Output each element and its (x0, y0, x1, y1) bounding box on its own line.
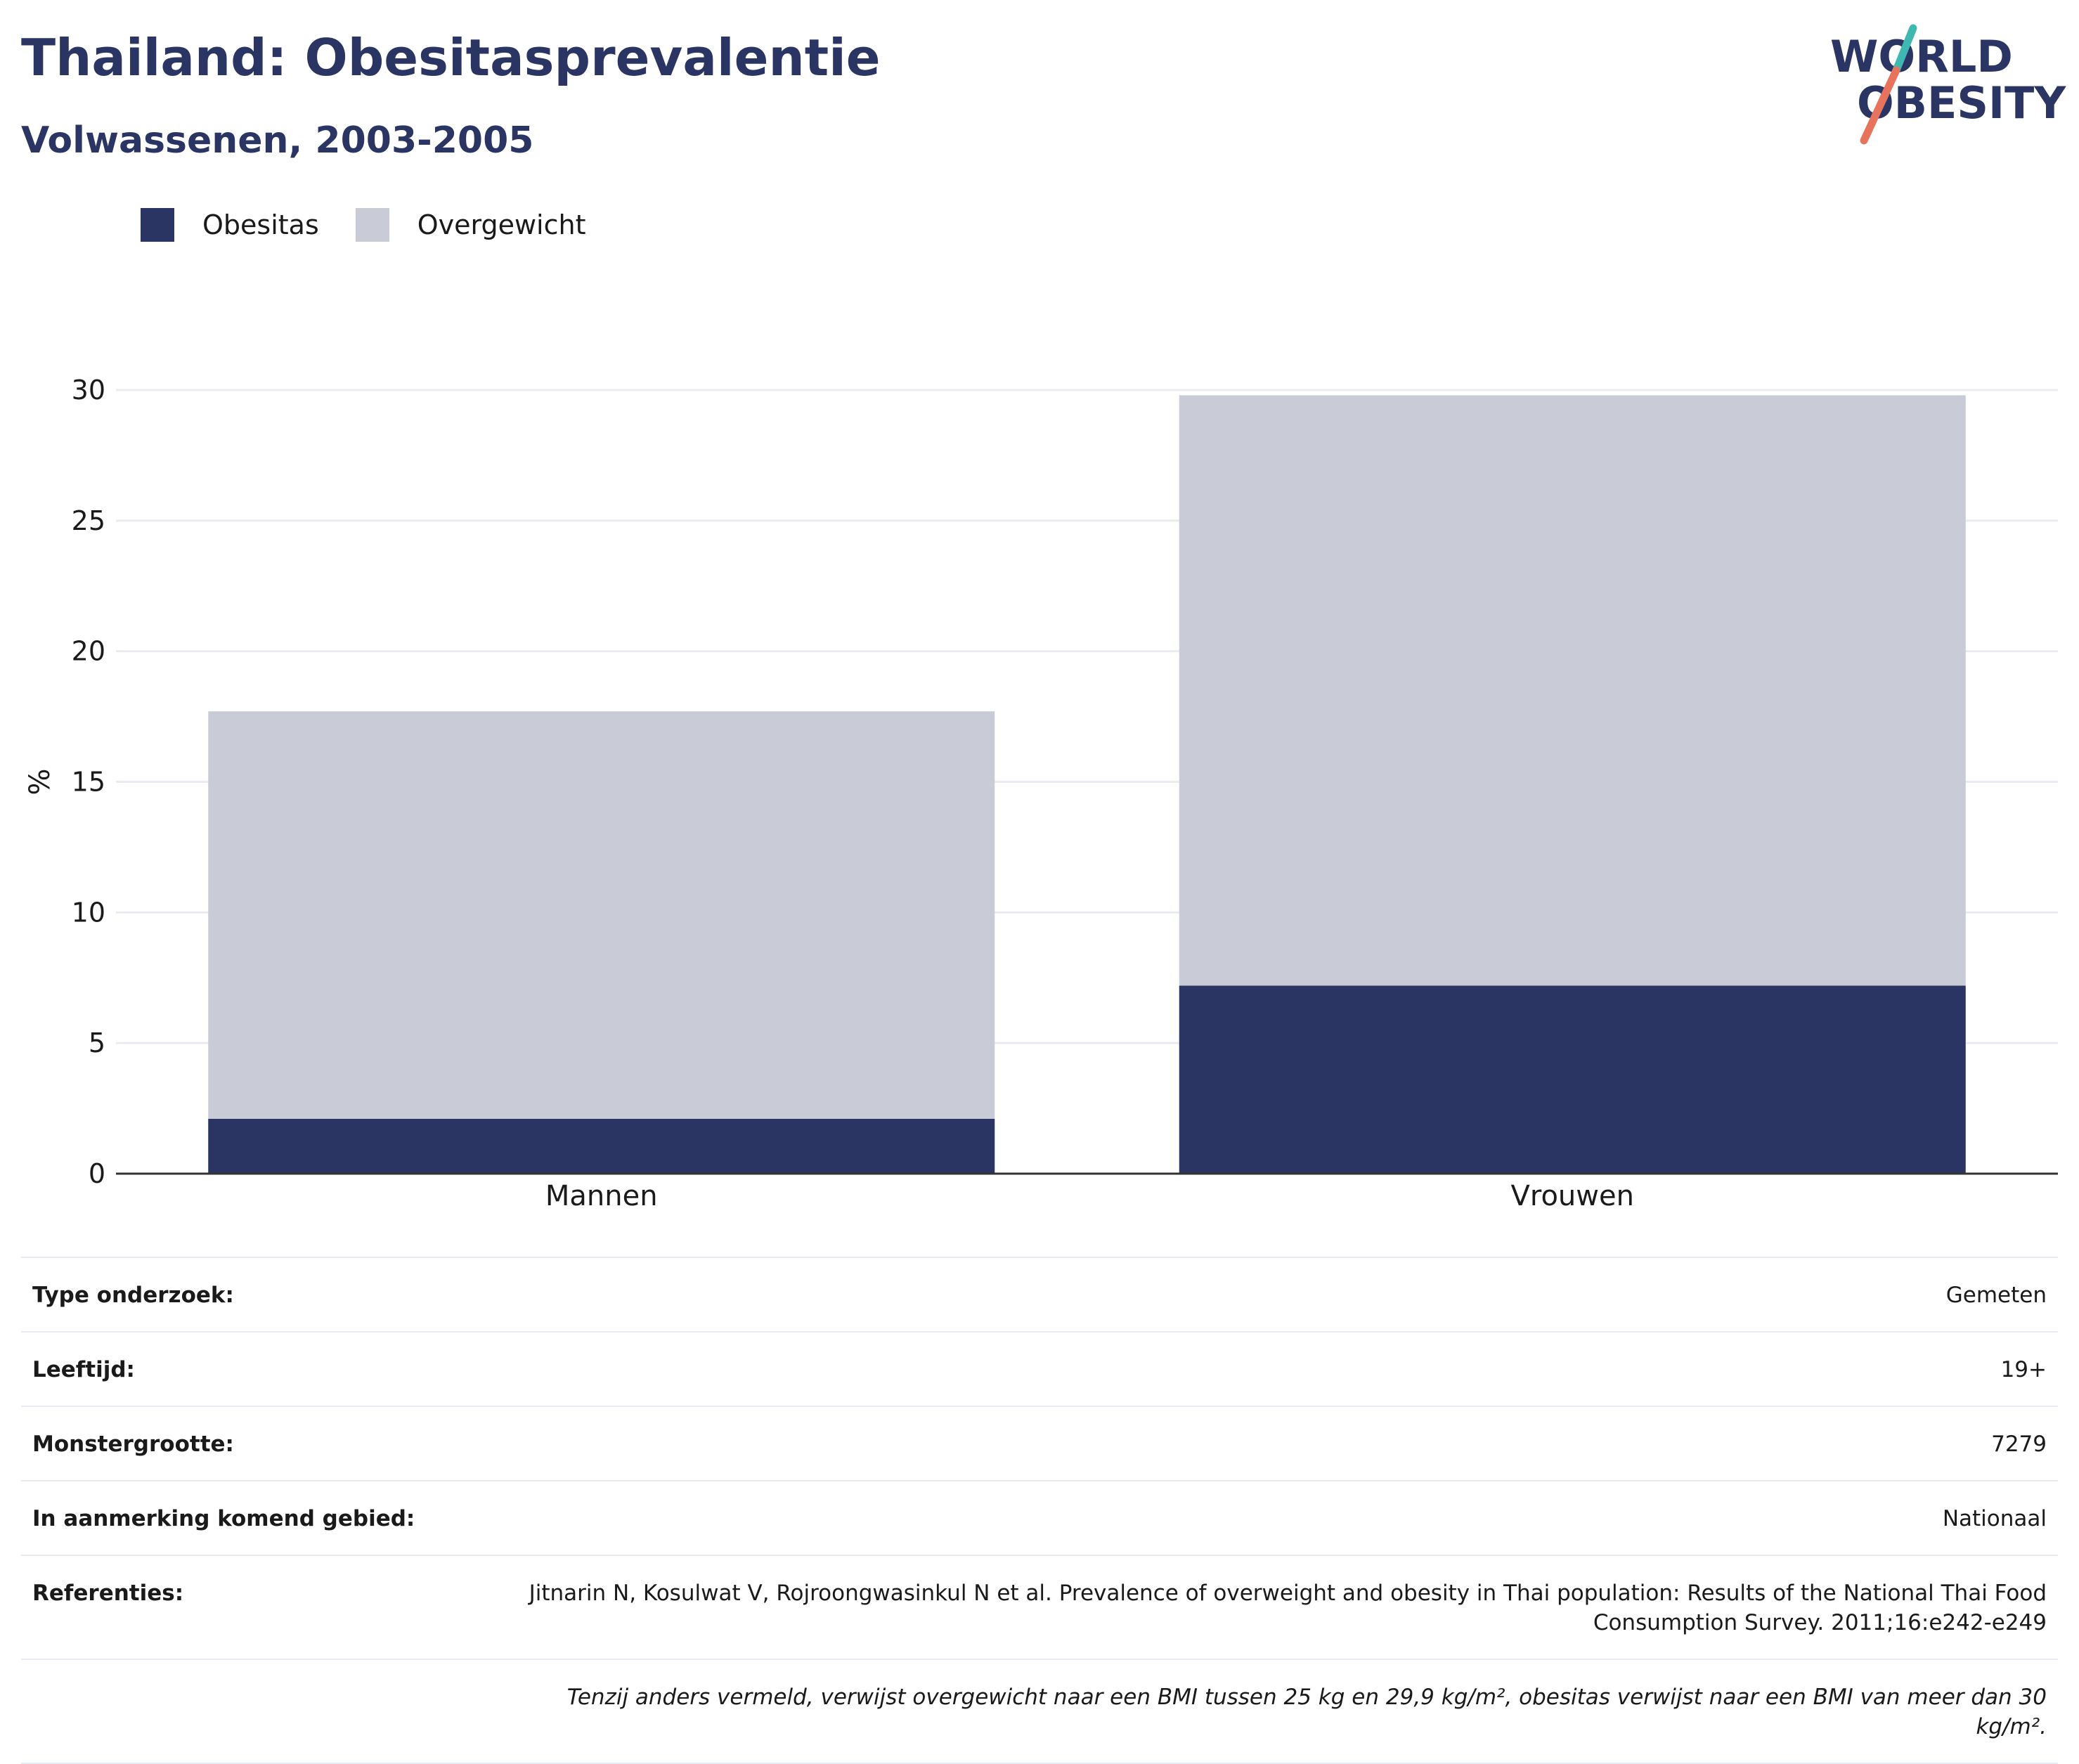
y-tick-label: 25 (72, 505, 105, 536)
bar-obesitas-vrouwen (1179, 985, 1966, 1174)
bar-overgewicht-mannen (208, 711, 995, 1119)
logo-line-world: WORLD (1830, 31, 2013, 82)
x-tick-label: Mannen (545, 1180, 658, 1212)
details-label: In aanmerking komend gebied: (32, 1506, 415, 1531)
y-tick-label: 5 (89, 1027, 105, 1058)
details-value: Nationaal (1942, 1506, 2047, 1531)
legend-label-overgewicht: Overgewicht (417, 209, 586, 240)
details-row-monstergrootte: Monstergrootte: 7279 (21, 1406, 2058, 1480)
details-label: Type onderzoek: (32, 1283, 234, 1308)
bar-chart: 0 5 10 15 20 25 30% Mannen Vrouwen (24, 375, 2058, 1212)
logo-slash-coral (1860, 66, 1900, 145)
x-tick-label: Vrouwen (1511, 1180, 1634, 1212)
details-row-referenties: Referenties: Jitnarin N, Kosulwat V, Roj… (21, 1555, 2058, 1659)
legend-swatch-overgewicht (355, 208, 389, 242)
y-tick-label: 30 (72, 375, 105, 406)
legend-item-overgewicht[interactable]: Overgewicht (355, 208, 586, 242)
legend-item-obesitas[interactable]: Obesitas (141, 208, 319, 242)
details-row-leeftijd: Leeftijd: 19+ (21, 1331, 2058, 1406)
y-tick-label: 20 (72, 636, 105, 667)
details-footnote-row: Tenzij anders vermeld, verwijst overgewi… (21, 1659, 2058, 1764)
details-row-type-onderzoek: Type onderzoek: Gemeten (21, 1257, 2058, 1331)
y-tick-label: 10 (72, 897, 105, 928)
details-label: Referenties: (32, 1581, 184, 1606)
chart-subtitle: Volwassenen, 2003-2005 (21, 119, 534, 162)
bar-overgewicht-vrouwen (1179, 395, 1966, 986)
details-value: Gemeten (1945, 1283, 2047, 1308)
details-label: Monstergrootte: (32, 1432, 234, 1457)
bmi-definition-note: Tenzij anders vermeld, verwijst overgewi… (566, 1685, 2047, 1739)
details-value: 19+ (2000, 1357, 2047, 1382)
y-tick-label: 15 (72, 767, 105, 798)
y-axis-label: % (24, 768, 56, 795)
survey-details-table: Type onderzoek: Gemeten Leeftijd: 19+ Mo… (21, 1257, 2058, 1764)
details-row-gebied: In aanmerking komend gebied: Nationaal (21, 1480, 2058, 1555)
y-tick-label: 0 (89, 1158, 105, 1189)
details-value: 7279 (1991, 1432, 2047, 1457)
world-obesity-logo: WORLD OBESITY (1830, 24, 2066, 145)
chart-legend: Obesitas Overgewicht (141, 208, 623, 242)
details-label: Leeftijd: (32, 1357, 135, 1382)
chart-title: Thailand: Obesitasprevalentie (21, 28, 881, 87)
legend-swatch-obesitas (141, 208, 174, 242)
details-value: Jitnarin N, Kosulwat V, Rojroongwasinkul… (529, 1581, 2047, 1635)
bar-obesitas-mannen (208, 1118, 995, 1174)
logo-slash-teal (1892, 24, 1917, 74)
legend-label-obesitas: Obesitas (202, 209, 319, 240)
